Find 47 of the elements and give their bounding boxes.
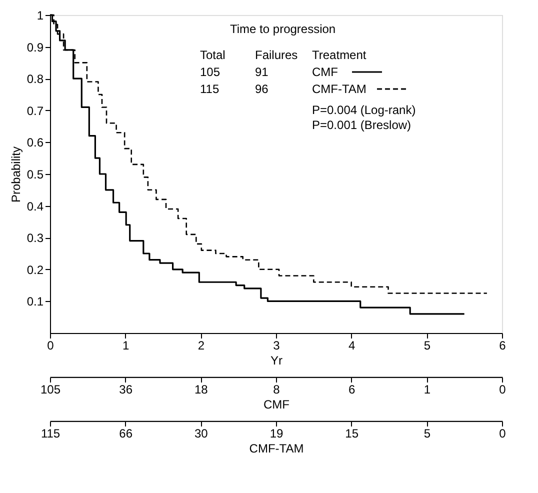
annotation: P=0.001 (Breslow)	[312, 118, 412, 132]
category-label: 6	[348, 382, 356, 396]
annotation: 91	[255, 65, 269, 79]
y-tick-label: 0.3	[26, 231, 44, 246]
annotation: 115	[200, 82, 220, 96]
legend-label: CMF-TAM	[312, 82, 366, 96]
x-tick-label: 4	[348, 338, 356, 352]
y-tick-label: 0.2	[26, 262, 44, 277]
category-label: 5	[424, 426, 431, 440]
x-tick-label: 5	[424, 338, 431, 352]
y-tick-label: 0.7	[26, 104, 44, 118]
category-label: 1	[424, 382, 431, 396]
category-label: 36	[119, 382, 133, 396]
annotation: P=0.004 (Log-rank)	[312, 103, 416, 117]
y-tick-label: 1	[36, 8, 44, 22]
legend-label: CMF	[312, 65, 338, 79]
y-tick-label: 0.9	[26, 40, 44, 54]
x-tick-label: 2	[198, 338, 205, 352]
y-axis-title: Probability	[8, 146, 23, 203]
annotation: Failures	[255, 48, 298, 62]
category-label: 19	[270, 426, 284, 440]
text: CMF-TAM	[249, 442, 304, 456]
category-label: 8	[273, 382, 280, 396]
y-tick-label: 0.1	[26, 294, 44, 309]
x-axis-title: Yr	[270, 354, 283, 368]
text: CMF	[264, 398, 290, 412]
x-tick-label: 1	[122, 338, 130, 352]
category-label: 18	[194, 382, 208, 396]
annotation: 96	[255, 82, 269, 96]
category-label: 115	[40, 426, 60, 440]
y-tick-label: 0.6	[26, 136, 44, 150]
x-tick-label: 3	[273, 338, 280, 352]
y-tick-label: 0.8	[26, 72, 44, 86]
text: Time to progression	[230, 22, 336, 36]
x-tick-label: 6	[499, 338, 506, 352]
category-label: 66	[119, 426, 133, 440]
category-label: 15	[345, 426, 359, 440]
x-tick-label: 0	[47, 338, 54, 352]
category-label: 0	[499, 426, 506, 440]
y-tick-label: 0.4	[26, 199, 44, 214]
y-tick-label: 0.5	[26, 168, 44, 182]
annotation: Total	[200, 48, 226, 62]
category-label: 105	[40, 382, 61, 396]
category-label: 0	[499, 382, 506, 396]
legend-title: Treatment	[312, 48, 367, 62]
annotation: 105	[200, 65, 220, 79]
category-label: 30	[194, 426, 208, 440]
